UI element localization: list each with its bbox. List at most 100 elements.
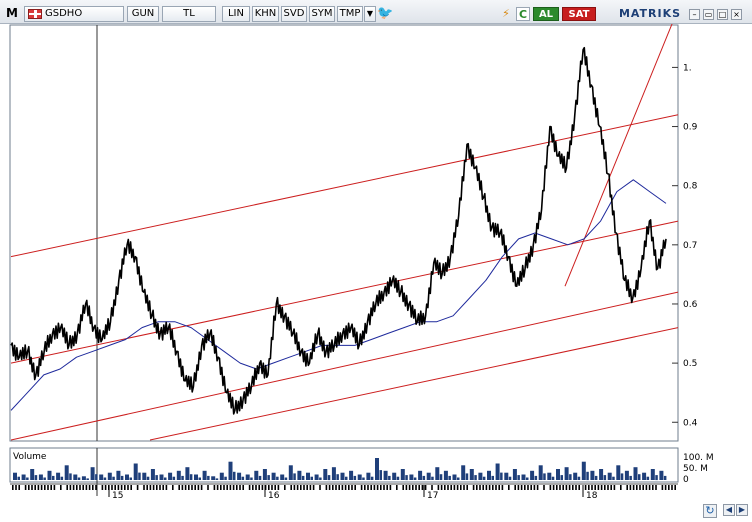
time-axis-tick	[501, 485, 504, 490]
volume-bar	[301, 475, 305, 480]
time-axis-tick	[341, 485, 344, 490]
time-axis-tick	[252, 485, 254, 490]
time-axis-tick	[517, 485, 520, 490]
scroll-right-icon[interactable]: ▶	[736, 504, 748, 516]
time-axis-tick	[184, 485, 187, 490]
price-line	[10, 46, 667, 415]
sync-icon[interactable]: ↻	[703, 504, 717, 518]
khn-button[interactable]: KHN	[252, 6, 279, 22]
app-menu-button[interactable]: M	[6, 6, 18, 20]
volume-bar	[508, 476, 512, 480]
volume-bar	[564, 467, 569, 480]
time-axis-tick	[642, 485, 644, 490]
price-chart-panel[interactable]: 1. 0.9 0.8 0.7 0.6 0.5 0.4 15 16 17 18 Volume 100…	[0, 24, 752, 522]
trend-channel-line[interactable]	[10, 114, 679, 258]
time-axis-label: 16	[268, 491, 280, 501]
time-axis-tick	[524, 485, 526, 490]
time-axis-tick	[604, 485, 606, 490]
twitter-bird-icon[interactable]: 🐦	[377, 6, 394, 21]
volume-bar	[599, 469, 604, 480]
volume-bar	[262, 469, 267, 480]
time-axis-tick	[274, 485, 276, 490]
volume-bar	[331, 467, 336, 480]
sell-button[interactable]: SAT	[562, 7, 596, 21]
time-axis-tick	[268, 485, 270, 490]
turkey-flag-icon	[28, 9, 42, 19]
trend-lines[interactable]	[10, 24, 679, 441]
volume-bar	[90, 467, 95, 480]
restore-icon[interactable]: –	[689, 9, 700, 20]
time-axis-tick	[248, 485, 251, 490]
lightning-icon[interactable]: ⚡	[502, 7, 510, 20]
time-axis-tick	[421, 485, 424, 490]
volume-bar	[250, 477, 253, 480]
sym-button[interactable]: SYM	[309, 6, 335, 22]
volume-bar	[13, 472, 17, 480]
dropdown-icon[interactable]: ▼	[364, 6, 376, 22]
volume-bar	[224, 476, 227, 480]
volume-bar	[650, 469, 655, 480]
time-axis-tick	[223, 485, 225, 490]
currency-button[interactable]: TL	[162, 6, 216, 22]
time-axis-tick	[376, 485, 379, 490]
price-axis-label: 0.7	[683, 241, 697, 251]
volume-bar	[465, 473, 469, 480]
volume-bar	[103, 477, 107, 480]
time-axis-tick	[156, 485, 158, 490]
time-axis-tick	[482, 485, 484, 490]
volume-bar	[577, 476, 581, 480]
volume-bar	[60, 476, 64, 480]
trend-channel-line[interactable]	[10, 291, 679, 441]
volume-bar	[47, 470, 52, 480]
time-axis-tick	[453, 485, 456, 490]
price-chart[interactable]: 1. 0.9 0.8 0.7 0.6 0.5 0.4 15 16 17 18 Volume 100…	[0, 24, 752, 522]
time-axis-tick	[354, 485, 356, 490]
time-axis-tick	[543, 485, 545, 490]
time-axis-tick	[424, 485, 427, 490]
volume-bar	[573, 472, 578, 480]
scroll-left-icon[interactable]: ◀	[723, 504, 735, 516]
volume-bar	[99, 474, 104, 480]
time-axis-tick	[479, 485, 481, 490]
volume-bar	[538, 465, 543, 480]
time-axis-tick	[130, 485, 132, 490]
time-axis-tick	[236, 485, 238, 490]
volume-bar	[422, 475, 426, 480]
price-axis-label: 1.	[683, 63, 692, 73]
time-axis-tick	[396, 485, 398, 490]
volume-bar	[435, 467, 440, 480]
volume-bar	[612, 476, 615, 480]
time-axis-tick	[50, 485, 52, 490]
time-axis-tick	[120, 485, 123, 490]
time-axis-tick	[232, 485, 235, 490]
trend-channel-line[interactable]	[149, 327, 679, 441]
volume-bar	[133, 463, 138, 480]
maximize-icon[interactable]: □	[717, 9, 728, 20]
volume-bar	[418, 470, 423, 480]
minimize-icon[interactable]: ▭	[703, 9, 714, 20]
time-axis-tick	[258, 485, 260, 490]
time-axis-tick	[514, 485, 516, 490]
volume-bar	[633, 467, 638, 480]
volume-bar	[181, 475, 184, 480]
time-axis-tick	[620, 485, 622, 490]
svd-button[interactable]: SVD	[281, 6, 307, 22]
period-button[interactable]: GUN	[127, 6, 159, 22]
symbol-selector[interactable]: GSDHO	[24, 6, 124, 22]
volume-bar	[530, 470, 535, 480]
time-axis-tick	[306, 485, 308, 490]
close-icon[interactable]: ×	[731, 9, 742, 20]
volume-bar	[43, 477, 46, 480]
volume-bar	[142, 472, 147, 480]
volume-bar	[461, 465, 466, 480]
refresh-icon[interactable]: C	[516, 7, 530, 21]
tmp-button[interactable]: TMP	[337, 6, 363, 22]
scale-button[interactable]: LIN	[222, 6, 250, 22]
volume-bar	[155, 475, 158, 481]
support-trend-line[interactable]	[564, 24, 676, 287]
buy-button[interactable]: AL	[533, 7, 559, 21]
time-axis-tick	[632, 485, 635, 490]
time-axis-tick	[239, 485, 241, 490]
volume-bar	[30, 469, 35, 480]
time-axis-tick	[597, 485, 600, 490]
